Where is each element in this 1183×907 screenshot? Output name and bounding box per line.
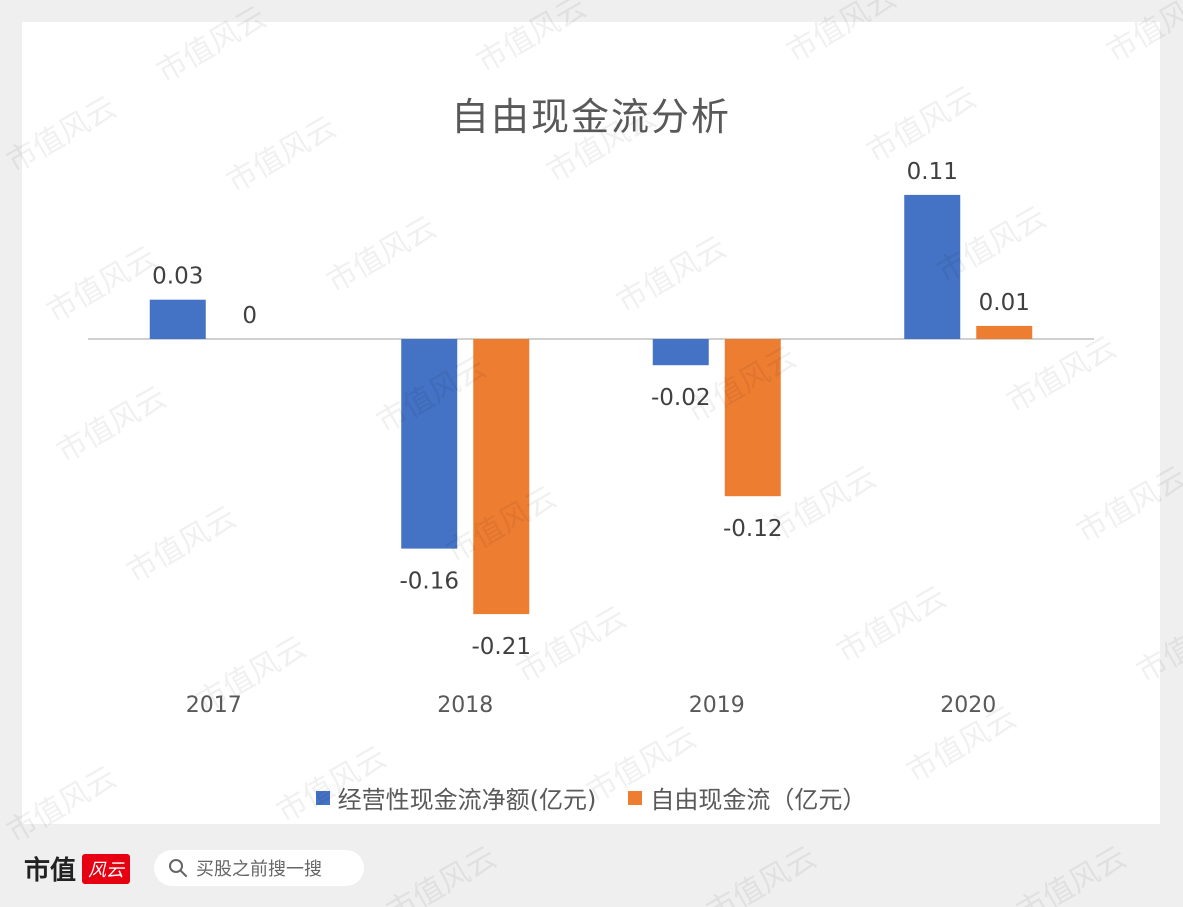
x-tick-label-2017: 2017 (186, 693, 242, 718)
brand-text: 市值 (24, 856, 77, 886)
data-label-operating-2018: -0.16 (399, 569, 459, 595)
bar-operating-2018 (401, 339, 458, 549)
data-label-free-2020: 0.01 (979, 290, 1030, 316)
legend-label-operating-cashflow: 经营性现金流净额(亿元) (337, 786, 597, 814)
legend-item-operating-cashflow: 经营性现金流净额(亿元) (315, 780, 597, 815)
bar-chart: 0.03 0 2017 -0.16 -0.21 2018 -0.02 -0.12 2019 0.1… (88, 159, 1094, 718)
data-label-operating-2019: -0.02 (651, 385, 711, 411)
legend-swatch-free-cashflow (628, 790, 643, 805)
data-label-free-2017: 0 (242, 303, 257, 329)
data-label-free-2018: -0.21 (471, 634, 531, 660)
brand-logo-mark: 风云 (82, 853, 131, 884)
chart-title: 自由现金流分析 (450, 95, 731, 139)
search-icon (169, 859, 187, 877)
bar-free-2018 (473, 339, 530, 615)
bar-free-2019 (724, 339, 781, 497)
x-tick-label-2020: 2020 (940, 693, 996, 718)
bar-operating-2017 (149, 299, 206, 339)
x-tick-label-2018: 2018 (437, 693, 493, 718)
watermark-text: 市值风云 (1011, 839, 1133, 907)
x-tick-label-2019: 2019 (689, 693, 745, 718)
legend-swatch-operating-cashflow (315, 790, 330, 805)
data-label-operating-2020: 0.11 (907, 159, 958, 185)
bar-free-2020 (976, 325, 1033, 339)
legend-item-free-cashflow: 自由现金流（亿元） (628, 780, 866, 815)
watermark-text: 市值风云 (381, 839, 503, 907)
chart-card: 自由现金流分析 0.03 0 2017 -0.16 -0.21 2018 -0.02 -0.1… (22, 22, 1160, 824)
watermark-text: 市值风云 (701, 839, 823, 907)
legend-label-free-cashflow: 自由现金流（亿元） (650, 786, 867, 814)
search-box[interactable]: 买股之前搜一搜 (154, 850, 364, 886)
bar-operating-2019 (652, 339, 709, 366)
search-placeholder: 买股之前搜一搜 (196, 859, 322, 880)
data-label-operating-2017: 0.03 (152, 264, 203, 290)
brand-logo: 市值 风云 (24, 850, 131, 887)
bar-operating-2020 (904, 194, 961, 339)
legend: 经营性现金流净额(亿元) 自由现金流（亿元） (22, 780, 1160, 815)
data-label-free-2019: -0.12 (723, 516, 783, 542)
